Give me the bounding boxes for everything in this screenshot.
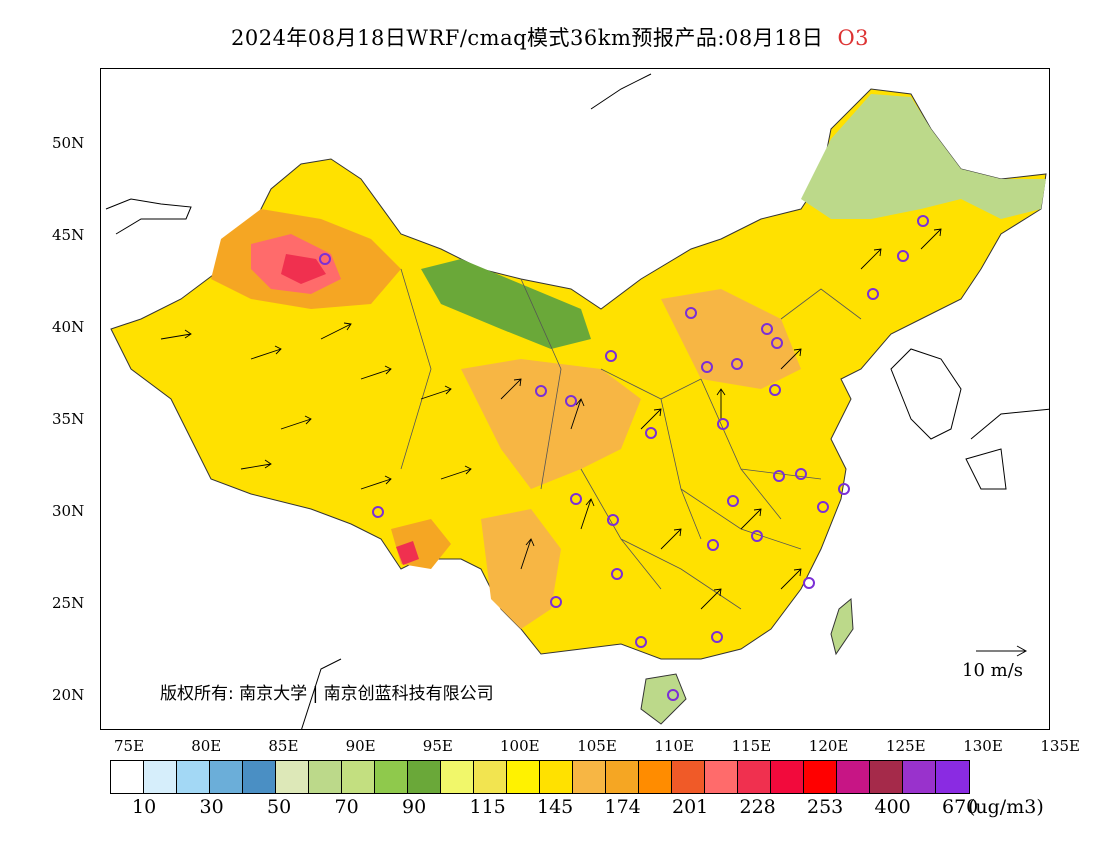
lat-tick-label: 30N	[52, 502, 85, 520]
colorbar-label: 670	[942, 796, 979, 818]
colorbar-swatch	[309, 761, 342, 793]
colorbar	[110, 760, 970, 794]
colorbar-swatch	[936, 761, 969, 793]
colorbar-swatch	[342, 761, 375, 793]
colorbar-swatch	[573, 761, 606, 793]
copyright-text: 版权所有: 南京大学 | 南京创蓝科技有限公司	[160, 684, 494, 704]
lat-tick-label: 40N	[52, 318, 85, 336]
title-text: 2024年08月18日WRF/cmaq模式36km预报产品:08月18日	[230, 26, 824, 50]
colorbar-swatch	[870, 761, 903, 793]
colorbar-swatch	[177, 761, 210, 793]
central-elevated-ozone	[461, 359, 641, 489]
map-frame[interactable]	[100, 68, 1050, 730]
taiwan-island	[830, 597, 854, 656]
colorbar-label: 10	[132, 796, 157, 818]
sakhalin-coastline	[590, 73, 652, 110]
lon-tick-label: 95E	[422, 737, 453, 755]
colorbar-swatch	[276, 761, 309, 793]
colorbar-label: 70	[334, 796, 359, 818]
lon-tick-label: 125E	[886, 737, 926, 755]
colorbar-swatch	[672, 761, 705, 793]
lon-tick-label: 130E	[963, 737, 1003, 755]
colorbar-label: 228	[739, 796, 776, 818]
wind-reference-arrow	[976, 645, 1028, 657]
colorbar-swatch	[771, 761, 804, 793]
colorbar-label: 174	[604, 796, 641, 818]
wind-vectors	[160, 228, 942, 610]
china-map	[105, 73, 1049, 729]
lon-tick-label: 85E	[268, 737, 299, 755]
colorbar-swatch	[705, 761, 738, 793]
colorbar-swatch	[606, 761, 639, 793]
species-label: O3	[837, 26, 870, 50]
gansu-low-ozone	[421, 259, 591, 349]
colorbar-label: 50	[267, 796, 292, 818]
lon-tick-label: 90E	[345, 737, 376, 755]
colorbar-swatch	[243, 761, 276, 793]
hainan-island	[640, 673, 687, 725]
colorbar-swatch	[903, 761, 936, 793]
map-title: 2024年08月18日WRF/cmaq模式36km预报产品:08月18日 O3	[0, 22, 1100, 52]
lon-tick-label: 120E	[808, 737, 849, 755]
northeast-low-ozone	[801, 94, 1046, 219]
lon-tick-label: 80E	[191, 737, 222, 755]
colorbar-swatch	[639, 761, 672, 793]
lat-tick-label: 20N	[52, 686, 85, 704]
japan-coastline	[965, 408, 1049, 490]
colorbar-label: 90	[402, 796, 427, 818]
xinjiang-core	[281, 254, 326, 284]
colorbar-swatch	[111, 761, 144, 793]
colorbar-swatch	[738, 761, 771, 793]
lat-tick-label: 35N	[52, 410, 85, 428]
colorbar-swatch	[540, 761, 573, 793]
colorbar-label: 201	[672, 796, 709, 818]
colorbar-swatch	[375, 761, 408, 793]
korea-coastline	[890, 348, 962, 440]
lon-tick-label: 100E	[500, 737, 540, 755]
colorbar-swatch	[408, 761, 441, 793]
colorbar-swatch	[507, 761, 540, 793]
colorbar-swatch	[474, 761, 507, 793]
colorbar-swatch	[441, 761, 474, 793]
colorbar-swatch	[804, 761, 837, 793]
colorbar-label: 400	[874, 796, 911, 818]
lon-tick-label: 135E	[1040, 737, 1080, 755]
lon-tick-label: 75E	[114, 737, 145, 755]
tibet-peak-ozone	[396, 541, 419, 565]
colorbar-swatch	[837, 761, 870, 793]
colorbar-label: 253	[807, 796, 844, 818]
indochina-coastline	[301, 658, 342, 729]
lon-tick-label: 105E	[577, 737, 617, 755]
colorbar-label: 30	[199, 796, 224, 818]
caspian-coastline	[105, 198, 192, 235]
lat-tick-label: 25N	[52, 594, 85, 612]
colorbar-swatch	[144, 761, 177, 793]
colorbar-label: 115	[469, 796, 506, 818]
city-markers	[319, 215, 929, 701]
lat-tick-label: 50N	[52, 134, 85, 152]
colorbar-swatch	[210, 761, 243, 793]
lon-tick-label: 115E	[731, 737, 772, 755]
lat-tick-label: 45N	[52, 226, 85, 244]
colorbar-unit: (ug/m3)	[968, 796, 1044, 818]
lon-tick-label: 110E	[654, 737, 694, 755]
colorbar-label: 145	[537, 796, 574, 818]
wind-reference-label: 10 m/s	[962, 660, 1023, 681]
